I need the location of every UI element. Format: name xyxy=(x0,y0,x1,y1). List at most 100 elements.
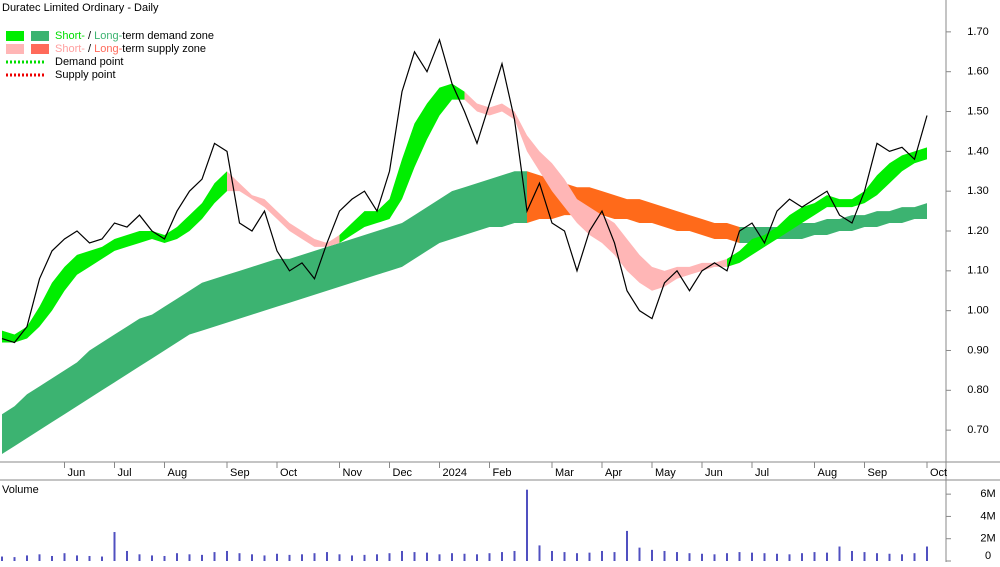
volume-bar xyxy=(401,550,403,561)
volume-bar xyxy=(763,553,766,561)
volume-bar xyxy=(488,553,491,561)
volume-bar xyxy=(63,553,66,561)
legend-text-part: Long- xyxy=(94,43,122,55)
volume-bar xyxy=(838,546,841,561)
price-line xyxy=(1,37,928,344)
x-tick-label: Sep xyxy=(230,467,250,479)
volume-bar xyxy=(801,553,803,561)
legend-text: Short- / Long-term demand zone xyxy=(55,30,214,42)
y-tick-label: 4M xyxy=(980,510,995,522)
zone-band xyxy=(2,171,227,343)
volume-bar xyxy=(376,554,378,561)
volume-bar xyxy=(688,553,691,561)
volume-bar xyxy=(388,553,391,561)
legend-swatch xyxy=(6,44,24,54)
volume-bar xyxy=(1,556,3,561)
y-tick-label: 0.80 xyxy=(967,384,988,396)
volume-bar xyxy=(476,554,478,561)
x-tick-label: Dec xyxy=(393,467,413,479)
y-tick-label: 1.40 xyxy=(967,145,988,157)
volume-bar xyxy=(901,554,903,561)
volume-bar xyxy=(926,546,928,561)
volume-bar xyxy=(576,553,578,561)
legend-text-part: Supply point xyxy=(55,69,116,81)
volume-bar xyxy=(113,532,116,561)
x-tick-label: Oct xyxy=(930,467,947,479)
volume-bar xyxy=(713,554,716,561)
x-tick-label: Jun xyxy=(705,467,723,479)
volume-bar xyxy=(313,553,316,561)
y-tick-label: 1.10 xyxy=(967,265,988,277)
volume-bar xyxy=(426,552,428,561)
volume-bar xyxy=(551,550,553,561)
x-tick-label: Sep xyxy=(868,467,888,479)
volume-bar xyxy=(363,554,366,561)
volume-bar xyxy=(826,552,828,561)
volume-bar xyxy=(638,547,641,561)
legend-swatch xyxy=(6,31,24,41)
volume-bar xyxy=(76,555,78,561)
volume-bar xyxy=(526,489,528,561)
volume-bar xyxy=(26,555,28,561)
volume-bar xyxy=(88,555,91,561)
legend-text-part: / xyxy=(85,43,94,55)
volume-bar xyxy=(176,553,178,561)
volume-bar xyxy=(226,550,228,561)
volume-bar xyxy=(601,550,603,561)
volume-bar xyxy=(676,552,678,561)
volume-bar xyxy=(513,550,516,561)
volume-bar xyxy=(588,552,591,561)
volume-bar xyxy=(413,552,416,561)
y-tick-label: 1.00 xyxy=(967,305,988,317)
volume-bar xyxy=(288,554,291,561)
x-tick-label: Oct xyxy=(280,467,297,479)
y-tick-label: 1.30 xyxy=(967,185,988,197)
zone-band xyxy=(2,171,527,455)
volume-bar xyxy=(213,552,216,561)
legend-text: Supply point xyxy=(55,69,116,81)
volume-bar xyxy=(251,554,253,561)
legend-text-part: Demand point xyxy=(55,56,124,68)
y-tick-label: 1.20 xyxy=(967,225,988,237)
legend-text-part: term supply zone xyxy=(122,43,206,55)
x-tick-label: Aug xyxy=(168,467,188,479)
volume-bar xyxy=(613,552,616,561)
zone-band xyxy=(339,83,465,243)
volume-bar xyxy=(301,554,303,561)
legend-text: Demand point xyxy=(55,56,124,68)
x-tick-label: Aug xyxy=(818,467,838,479)
x-tick-label: Jul xyxy=(755,467,769,479)
volume-bar xyxy=(538,545,541,561)
legend-swatch xyxy=(31,44,49,54)
volume-bar xyxy=(351,555,353,561)
volume-bar xyxy=(851,550,853,561)
y-tick-label: 0.90 xyxy=(967,344,988,356)
volume-bar xyxy=(651,549,653,561)
volume-bar xyxy=(563,552,566,561)
y-tick-label: 1.70 xyxy=(967,26,988,38)
volume-bar xyxy=(13,557,16,561)
volume-bar xyxy=(126,550,128,561)
x-tick-label: May xyxy=(655,467,676,479)
y-tick-label: 6M xyxy=(980,488,995,500)
volume-bar xyxy=(263,555,266,561)
volume-bar xyxy=(238,553,241,561)
x-tick-label: Mar xyxy=(555,467,574,479)
volume-bar xyxy=(813,552,816,561)
y-tick-label: 0.70 xyxy=(967,424,988,436)
y-tick-label: 1.50 xyxy=(967,105,988,117)
y-tick-label: 1.60 xyxy=(967,66,988,78)
volume-bar xyxy=(38,554,41,561)
zone-band xyxy=(464,91,727,291)
volume-bar xyxy=(151,555,153,561)
volume-bar xyxy=(726,553,728,561)
volume-bar xyxy=(163,555,166,561)
volume-bar xyxy=(326,552,328,561)
volume-bar xyxy=(501,552,503,561)
volume-bar xyxy=(201,554,203,561)
volume-bar xyxy=(626,530,628,561)
volume-bar xyxy=(438,554,441,561)
legend-text-part: Long- xyxy=(94,30,122,42)
